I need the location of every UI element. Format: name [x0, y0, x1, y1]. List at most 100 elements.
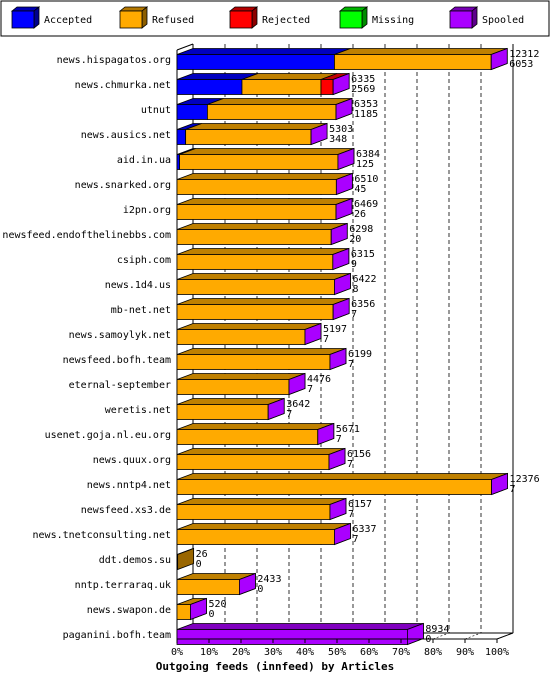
bar-segment — [176, 229, 332, 245]
bar-top — [176, 398, 285, 405]
legend-label: Missing — [372, 15, 414, 26]
bar-top — [207, 98, 353, 105]
bar-spooled-cap — [335, 197, 353, 221]
bar-spooled-cap — [491, 472, 508, 496]
bar-spooled-cap — [238, 572, 256, 596]
bar-segment — [176, 579, 240, 595]
legend-swatch — [339, 10, 363, 29]
bar-top — [334, 48, 508, 55]
bar-spooled-cap — [329, 347, 347, 371]
accepted-label: 6053 — [509, 59, 533, 70]
offered-label: 2433 — [257, 574, 281, 585]
bar-segment — [176, 279, 335, 295]
bar-spooled-cap — [335, 172, 353, 196]
bar-segment — [176, 529, 335, 545]
bar-top — [176, 248, 349, 255]
category-label: news.ausics.net — [81, 130, 171, 141]
floor-gridline — [432, 632, 450, 640]
accepted-label: 1185 — [354, 109, 378, 120]
x-axis: 0% 10% 20% 30% 40% 50% 60% 70% 80% 90% 100% — [171, 638, 509, 658]
offered-label: 6384 — [356, 149, 380, 160]
legend-label: Refused — [152, 15, 194, 26]
bar-top — [176, 323, 322, 330]
accepted-label: 7 — [348, 509, 354, 520]
bar-segment — [176, 79, 243, 95]
category-label: news.tnetconsulting.net — [33, 530, 171, 541]
bar-top — [176, 423, 334, 430]
accepted-label: 7 — [510, 484, 516, 495]
bar-spooled-cap — [310, 122, 328, 146]
accepted-label: 9 — [351, 259, 357, 270]
category-label: news.swapon.de — [87, 605, 171, 616]
legend-swatch-side — [141, 6, 148, 29]
accepted-label: 26 — [354, 209, 366, 220]
bar-spooled-cap — [328, 447, 346, 471]
x-tick-label: 60% — [360, 647, 378, 658]
bar-segment — [176, 479, 492, 495]
category-label: news.snarked.org — [75, 180, 171, 191]
bar-segment — [176, 454, 330, 470]
category-label: i2pn.org — [123, 205, 171, 216]
bar-top — [176, 48, 351, 55]
offered-label: 6315 — [351, 249, 375, 260]
accepted-label: 8 — [352, 284, 358, 295]
offered-label: 6156 — [347, 449, 371, 460]
bar-segment — [176, 179, 337, 195]
category-label: news.samoylyk.net — [69, 330, 171, 341]
accepted-label: 7 — [307, 384, 313, 395]
category-label: csiph.com — [117, 255, 171, 266]
floor-gridline — [496, 632, 514, 640]
bar-top — [176, 473, 508, 480]
bar-segment — [176, 604, 191, 620]
bar-spooled-cap — [267, 397, 285, 421]
accepted-label: 45 — [354, 184, 366, 195]
bar-segment — [320, 79, 334, 95]
offered-label: 5197 — [323, 324, 347, 335]
bar-segment — [185, 129, 312, 145]
bar-spooled-cap — [332, 72, 350, 96]
category-label: newsfeed.bofh.team — [63, 355, 171, 366]
accepted-label: 7 — [348, 359, 354, 370]
category-label: eternal-september — [69, 380, 171, 391]
bar-top — [176, 623, 424, 630]
bar-end-cap — [177, 547, 195, 571]
bar-top — [176, 298, 350, 305]
category-label: aid.in.ua — [117, 155, 171, 166]
offered-label: 12376 — [510, 474, 540, 485]
legend-frame — [0, 0, 550, 37]
offered-label: 6422 — [352, 274, 376, 285]
bar-spooled-cap — [190, 597, 207, 621]
x-tick-label: 90% — [456, 647, 474, 658]
offered-label: 6199 — [348, 349, 372, 360]
accepted-label: 2569 — [351, 84, 375, 95]
accepted-label: 0 — [257, 584, 263, 595]
bar-top — [176, 198, 353, 205]
bar-top — [176, 523, 351, 530]
bar-top — [176, 448, 346, 455]
bar-top — [176, 348, 347, 355]
bar-segment — [176, 404, 269, 420]
bar-top — [176, 173, 353, 180]
x-tick-label: 100% — [485, 647, 509, 658]
bar-top — [176, 223, 348, 230]
bar-segment — [176, 429, 319, 445]
top-depth-edge — [176, 43, 194, 51]
offered-label: 6510 — [354, 174, 378, 185]
bar-spooled-cap — [288, 372, 306, 396]
offered-label: 6337 — [352, 524, 376, 535]
legend-label: Spooled — [482, 15, 524, 26]
offered-label: 26 — [196, 549, 208, 560]
category-label: ddt.demos.su — [99, 555, 171, 566]
bar-segment — [176, 379, 290, 395]
bar-segment — [176, 329, 306, 345]
accepted-label: 0 — [196, 559, 202, 570]
legend-label: Accepted — [44, 15, 92, 26]
bars — [176, 47, 508, 646]
bar-spooled-cap — [490, 47, 508, 71]
category-label: usenet.goja.nl.eu.org — [45, 430, 171, 441]
accepted-label: 7 — [351, 309, 357, 320]
category-label: newsfeed.endofthelinebbs.com — [2, 230, 171, 241]
offered-label: 3642 — [286, 399, 310, 410]
